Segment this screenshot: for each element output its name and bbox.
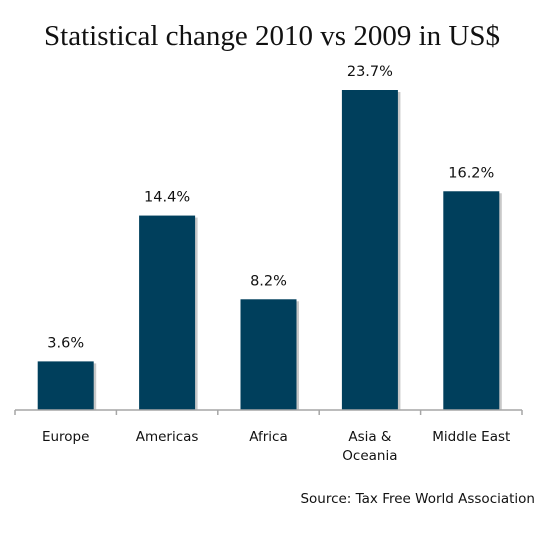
data-label: 23.7% — [347, 64, 393, 80]
category-label: Middle East — [432, 429, 510, 445]
category-label: Americas — [136, 429, 199, 445]
bar — [240, 299, 297, 410]
bars-layer — [37, 90, 502, 410]
bar — [443, 191, 500, 410]
chart-title: Statistical change 2010 vs 2009 in US$ — [44, 20, 500, 52]
category-label: Europe — [42, 429, 89, 445]
x-axis-ticks — [14, 410, 523, 415]
chart-source: Source: Tax Free World Association — [300, 491, 535, 507]
data-label: 3.6% — [47, 335, 84, 351]
data-label: 16.2% — [448, 165, 494, 181]
category-label: Asia & — [348, 429, 392, 445]
data-label: 8.2% — [250, 273, 287, 289]
bar — [139, 215, 196, 410]
data-label: 14.4% — [144, 190, 190, 206]
bar — [37, 361, 94, 410]
bar — [341, 90, 398, 410]
category-label: Oceania — [342, 448, 397, 464]
category-label: Africa — [249, 429, 288, 445]
labels-layer: 3.6% Europe 14.4% Americas 8.2% Africa 23.7% As… — [42, 64, 510, 464]
